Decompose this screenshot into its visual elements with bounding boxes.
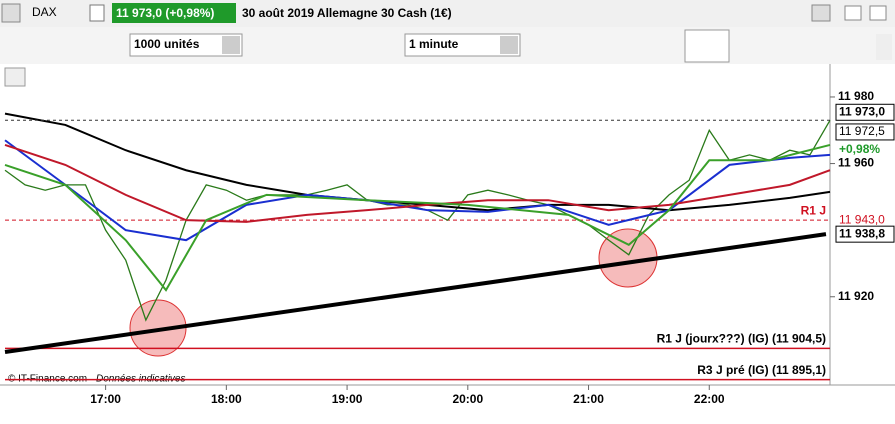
series-line	[4, 143, 831, 292]
price-tag	[835, 103, 895, 121]
price-box	[112, 3, 236, 23]
x-tick-label: 22:00	[694, 392, 725, 406]
symbol[interactable]: DAX	[32, 5, 57, 19]
price-tag-label: 11 938,8	[839, 226, 885, 240]
price-tag-label: 11 943,0	[839, 212, 885, 226]
interval-select[interactable]	[404, 33, 521, 57]
quantity: 1000 unités	[134, 37, 200, 51]
price: 11 973,0 (+0,98%)	[116, 6, 214, 20]
price-tag	[835, 123, 895, 141]
series-line	[4, 143, 831, 223]
level-label: R1 J	[801, 203, 826, 217]
series-line	[4, 139, 831, 242]
x-tick-label: 21:00	[573, 392, 604, 406]
series-line	[4, 232, 827, 355]
grid-icon[interactable]	[811, 4, 831, 22]
x-tick-label: 18:00	[211, 392, 242, 406]
instrument-title: 30 août 2019 Allemagne 30 Cash (1€)	[242, 6, 452, 20]
level-label: R1 J (jourx???) (IG) (11 904,5)	[657, 332, 826, 346]
info-icon[interactable]	[89, 4, 105, 22]
refresh-icon[interactable]	[4, 67, 26, 87]
price-tag-label: 11 972,5	[839, 124, 885, 138]
dropdown-arrow[interactable]	[222, 36, 240, 54]
y-tick-label: 11 920	[838, 289, 874, 303]
x-tick-label: 19:00	[332, 392, 363, 406]
x-tick-label: 20:00	[452, 392, 483, 406]
y-tick-label: 11 980	[838, 89, 874, 103]
price-tag-label: 11 973,0	[839, 104, 885, 118]
chart-icon[interactable]	[1, 3, 21, 23]
minimize[interactable]	[844, 5, 862, 21]
interval: 1 minute	[409, 37, 459, 51]
y-tick-label: 11 960	[838, 156, 874, 170]
change-label: +0,98%	[839, 142, 880, 156]
dropdown-arrow[interactable]	[500, 36, 518, 54]
price-tag	[835, 225, 895, 243]
tools-icon[interactable]	[876, 34, 892, 60]
x-tick-label: 17:00	[90, 392, 121, 406]
close[interactable]	[869, 5, 887, 21]
quantity-select[interactable]	[129, 33, 243, 57]
indicators-button[interactable]	[684, 29, 730, 63]
price-tag	[836, 212, 894, 229]
level-label: R3 J pré (IG) (11 895,1)	[697, 363, 826, 377]
